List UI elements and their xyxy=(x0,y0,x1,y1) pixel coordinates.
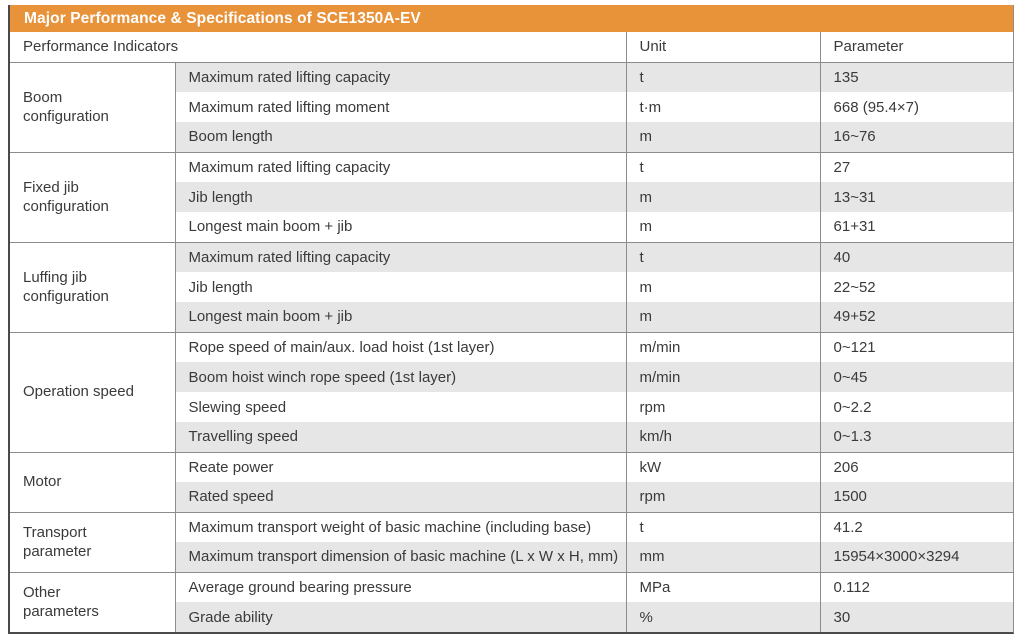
table-row: Jib length m 22~52 xyxy=(10,272,1013,302)
spec-table: Major Performance & Specifications of SC… xyxy=(8,5,1014,634)
parameter-cell: 0~2.2 xyxy=(819,392,1013,422)
unit-cell: m xyxy=(625,302,821,332)
indicator-cell: Maximum rated lifting moment xyxy=(174,92,627,122)
table-row: Longest main boom + jib m 61+31 xyxy=(10,212,1013,242)
parameter-cell: 30 xyxy=(819,602,1013,632)
parameter-cell: 206 xyxy=(819,451,1013,482)
indicator-cell: Maximum transport dimension of basic mac… xyxy=(174,542,627,572)
parameter-cell: 27 xyxy=(819,151,1013,182)
table-row: Maximum transport dimension of basic mac… xyxy=(10,542,1013,572)
col-header-parameter: Parameter xyxy=(819,32,1013,63)
table-row: Boom hoist winch rope speed (1st layer) m… xyxy=(10,362,1013,392)
indicator-cell: Maximum transport weight of basic machin… xyxy=(174,511,627,542)
unit-cell: rpm xyxy=(625,482,821,512)
unit-cell: t xyxy=(625,61,821,92)
unit-cell: m/min xyxy=(625,362,821,392)
indicator-cell: Longest main boom + jib xyxy=(174,212,627,242)
indicator-cell: Longest main boom + jib xyxy=(174,302,627,332)
table-row: Fixed jib configuration Maximum rated lif… xyxy=(10,151,1013,242)
table-row: Maximum rated lifting moment t·m 668 (95.4… xyxy=(10,92,1013,122)
group-label-transport-parameter: Transport parameter xyxy=(10,511,175,572)
parameter-cell: 1500 xyxy=(819,482,1013,512)
group-label-luffing-jib-configuration: Luffing jib configuration xyxy=(10,241,175,332)
indicator-cell: Maximum rated lifting capacity xyxy=(174,61,627,92)
table-row: Other parameters Average ground bearing p… xyxy=(10,571,1013,632)
table-row: Rated speed rpm 1500 xyxy=(10,482,1013,512)
unit-cell: t xyxy=(625,151,821,182)
parameter-cell: 16~76 xyxy=(819,122,1013,152)
table-row: Travelling speed km/h 0~1.3 xyxy=(10,422,1013,452)
table-row: Grade ability% 30 xyxy=(10,602,1013,632)
indicator-cell: Grade ability xyxy=(174,602,627,632)
table-row: Operation speed Rope speed of main/aux. l… xyxy=(10,331,1013,452)
header-row: Performance Indicators Unit Parameter xyxy=(10,32,1013,63)
spec-table-grid: Performance Indicators Unit Parameter Bo… xyxy=(10,32,1013,632)
parameter-cell: 668 (95.4×7) xyxy=(819,92,1013,122)
parameter-cell: 49+52 xyxy=(819,302,1013,332)
parameter-cell: 22~52 xyxy=(819,272,1013,302)
unit-cell: mm xyxy=(625,542,821,572)
unit-cell: m xyxy=(625,272,821,302)
parameter-cell: 40 xyxy=(819,241,1013,272)
parameter-cell: 0~121 xyxy=(819,331,1013,362)
indicator-cell: Boom hoist winch rope speed (1st layer) xyxy=(174,362,627,392)
parameter-cell: 0~45 xyxy=(819,362,1013,392)
group-label-motor: Motor xyxy=(10,451,175,512)
parameter-cell: 61+31 xyxy=(819,212,1013,242)
parameter-cell: 135 xyxy=(819,61,1013,92)
indicator-cell: Maximum rated lifting capacity xyxy=(174,151,627,182)
parameter-cell: 15954×3000×3294 xyxy=(819,542,1013,572)
unit-cell: m/min xyxy=(625,331,821,362)
indicator-cell: Slewing speed xyxy=(174,392,627,422)
group-label-other-parameters: Other parameters xyxy=(10,571,175,632)
unit-cell: m xyxy=(625,122,821,152)
col-header-performance-indicators: Performance Indicators xyxy=(10,32,627,63)
parameter-cell: 0~1.3 xyxy=(819,422,1013,452)
indicator-cell: Jib length xyxy=(174,272,627,302)
indicator-cell: Rated speed xyxy=(174,482,627,512)
group-label-boom-configuration: Boom configuration xyxy=(10,61,175,152)
unit-cell: kW xyxy=(625,451,821,482)
table-row: Jib length m 13~31 xyxy=(10,182,1013,212)
unit-cell: % xyxy=(625,602,821,632)
indicator-cell: Rope speed of main/aux. load hoist (1st … xyxy=(174,331,627,362)
table-row: Longest main boom + jib m 49+52 xyxy=(10,302,1013,332)
indicator-cell: Average ground bearing pressure xyxy=(174,571,627,602)
unit-cell: MPa xyxy=(625,571,821,602)
unit-cell: m xyxy=(625,212,821,242)
table-title-bar: Major Performance & Specifications of SC… xyxy=(10,5,1013,32)
indicator-cell: Boom length xyxy=(174,122,627,152)
unit-cell: t·m xyxy=(625,92,821,122)
indicator-cell: Maximum rated lifting capacity xyxy=(174,241,627,272)
parameter-cell: 0.112 xyxy=(819,571,1013,602)
unit-cell: rpm xyxy=(625,392,821,422)
indicator-cell: Travelling speed xyxy=(174,422,627,452)
parameter-cell: 41.2 xyxy=(819,511,1013,542)
table-row: Boom length m 16~76 xyxy=(10,122,1013,152)
group-label-fixed-jib-configuration: Fixed jib configuration xyxy=(10,151,175,242)
parameter-cell: 13~31 xyxy=(819,182,1013,212)
group-label-operation-speed: Operation speed xyxy=(10,331,175,452)
unit-cell: t xyxy=(625,511,821,542)
table-title: Major Performance & Specifications of SC… xyxy=(24,10,421,27)
unit-cell: t xyxy=(625,241,821,272)
table-row: Luffing jib configuration Maximum rated l… xyxy=(10,241,1013,332)
indicator-cell: Reate power xyxy=(174,451,627,482)
unit-cell: km/h xyxy=(625,422,821,452)
indicator-cell: Jib length xyxy=(174,182,627,212)
unit-cell: m xyxy=(625,182,821,212)
table-row: Motor Reate power kW 206 xyxy=(10,451,1013,512)
table-row: Transport parameter Maximum transport wei… xyxy=(10,511,1013,572)
col-header-unit: Unit xyxy=(625,32,821,63)
table-row: Boom configuration Maximum rated lifting … xyxy=(10,61,1013,152)
table-row: Slewing speed rpm 0~2.2 xyxy=(10,392,1013,422)
